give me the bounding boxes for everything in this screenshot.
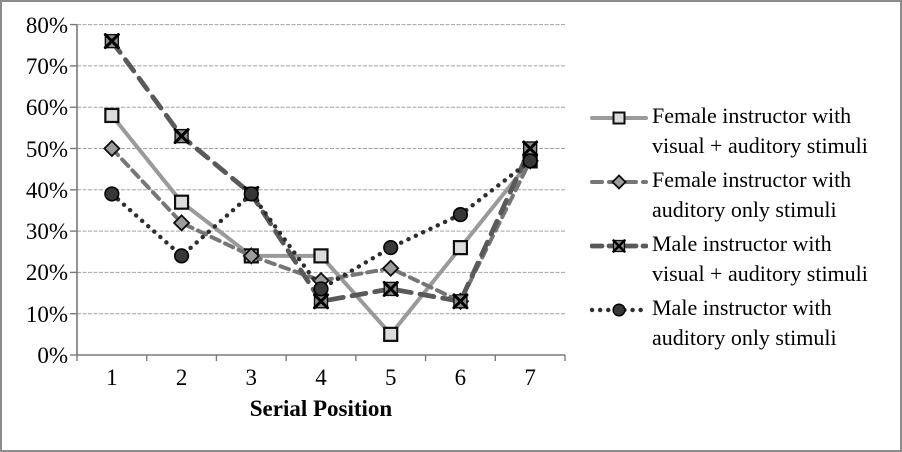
x-tick-label: 4 bbox=[315, 365, 327, 390]
square-marker bbox=[104, 107, 120, 124]
square-marker bbox=[173, 194, 190, 210]
square-marker bbox=[383, 326, 399, 342]
x-square-legend-key-icon bbox=[589, 229, 649, 264]
x-tick-label: 2 bbox=[175, 365, 188, 390]
circle-marker bbox=[313, 281, 329, 297]
circle-marker bbox=[243, 186, 259, 202]
square-marker bbox=[313, 248, 329, 264]
y-tick-label: 30% bbox=[25, 219, 68, 245]
circle-marker bbox=[612, 303, 626, 317]
legend-label-line: Female instructor with bbox=[652, 167, 852, 192]
x-glyph bbox=[612, 239, 626, 253]
legend-label: Male instructor with auditory only stimul… bbox=[648, 293, 837, 353]
y-tick-label: 0% bbox=[37, 343, 68, 368]
chart-legend: Female instructor with visual + auditory … bbox=[589, 101, 900, 357]
legend-label-line: Female instructor with bbox=[652, 103, 852, 128]
x-tick-label: 7 bbox=[524, 365, 536, 390]
circle-marker bbox=[522, 153, 538, 169]
x-tick-label: 3 bbox=[245, 365, 258, 390]
legend-label-line: auditory only stimuli bbox=[652, 197, 837, 222]
circle-marker bbox=[383, 240, 399, 256]
legend-entry-3: Male instructor with visual + auditory st… bbox=[589, 229, 900, 289]
y-tick-label: 50% bbox=[25, 136, 68, 162]
legend-label: Female instructor with auditory only stim… bbox=[648, 165, 851, 225]
square-marker bbox=[612, 111, 626, 125]
x-axis-title: Serial Position bbox=[249, 396, 393, 421]
x-tick-label: 6 bbox=[454, 365, 467, 390]
legend-label: Male instructor with visual + auditory st… bbox=[648, 229, 868, 289]
y-tick-label: 10% bbox=[25, 301, 68, 327]
series-line-4 bbox=[109, 158, 533, 292]
y-tick-label: 80% bbox=[25, 12, 68, 38]
diamond-marker bbox=[381, 259, 400, 278]
y-tick-label: 70% bbox=[25, 53, 68, 79]
diamond-marker bbox=[242, 247, 261, 265]
diamond-marker bbox=[611, 174, 627, 190]
square-legend-key-icon bbox=[590, 101, 648, 136]
x-tick-label: 5 bbox=[384, 365, 397, 390]
legend-label: Female instructor with visual + auditory … bbox=[648, 101, 868, 161]
legend-entry-4: Male instructor with auditory only stimul… bbox=[589, 293, 900, 353]
legend-label-line: Male instructor with bbox=[652, 295, 832, 320]
circle-legend-key-icon bbox=[589, 293, 649, 328]
x-glyph bbox=[452, 293, 469, 310]
square-marker bbox=[452, 240, 469, 256]
legend-label-line: visual + auditory stimuli bbox=[652, 261, 868, 286]
circle-marker bbox=[104, 186, 120, 202]
diamond-marker bbox=[172, 214, 191, 232]
legend-label-line: auditory only stimuli bbox=[652, 325, 837, 350]
legend-label-line: visual + auditory stimuli bbox=[652, 133, 868, 158]
legend-entry-2: Female instructor with auditory only stim… bbox=[590, 165, 900, 225]
diamond-marker bbox=[103, 139, 121, 158]
x-glyph bbox=[173, 128, 190, 145]
x-glyph bbox=[103, 33, 120, 50]
x-glyph bbox=[313, 293, 329, 310]
y-tick-label: 20% bbox=[25, 260, 68, 286]
circle-marker bbox=[173, 248, 190, 264]
legend-label-line: Male instructor with bbox=[652, 231, 832, 256]
y-tick-label: 40% bbox=[25, 177, 68, 203]
y-tick-label: 60% bbox=[25, 95, 68, 121]
diamond-legend-key-icon bbox=[590, 165, 648, 200]
legend-entry-1: Female instructor with visual + auditory … bbox=[590, 101, 900, 161]
x-glyph bbox=[382, 280, 399, 297]
x-glyph bbox=[522, 140, 539, 157]
circle-marker bbox=[452, 206, 469, 223]
x-tick-label: 1 bbox=[106, 365, 118, 390]
